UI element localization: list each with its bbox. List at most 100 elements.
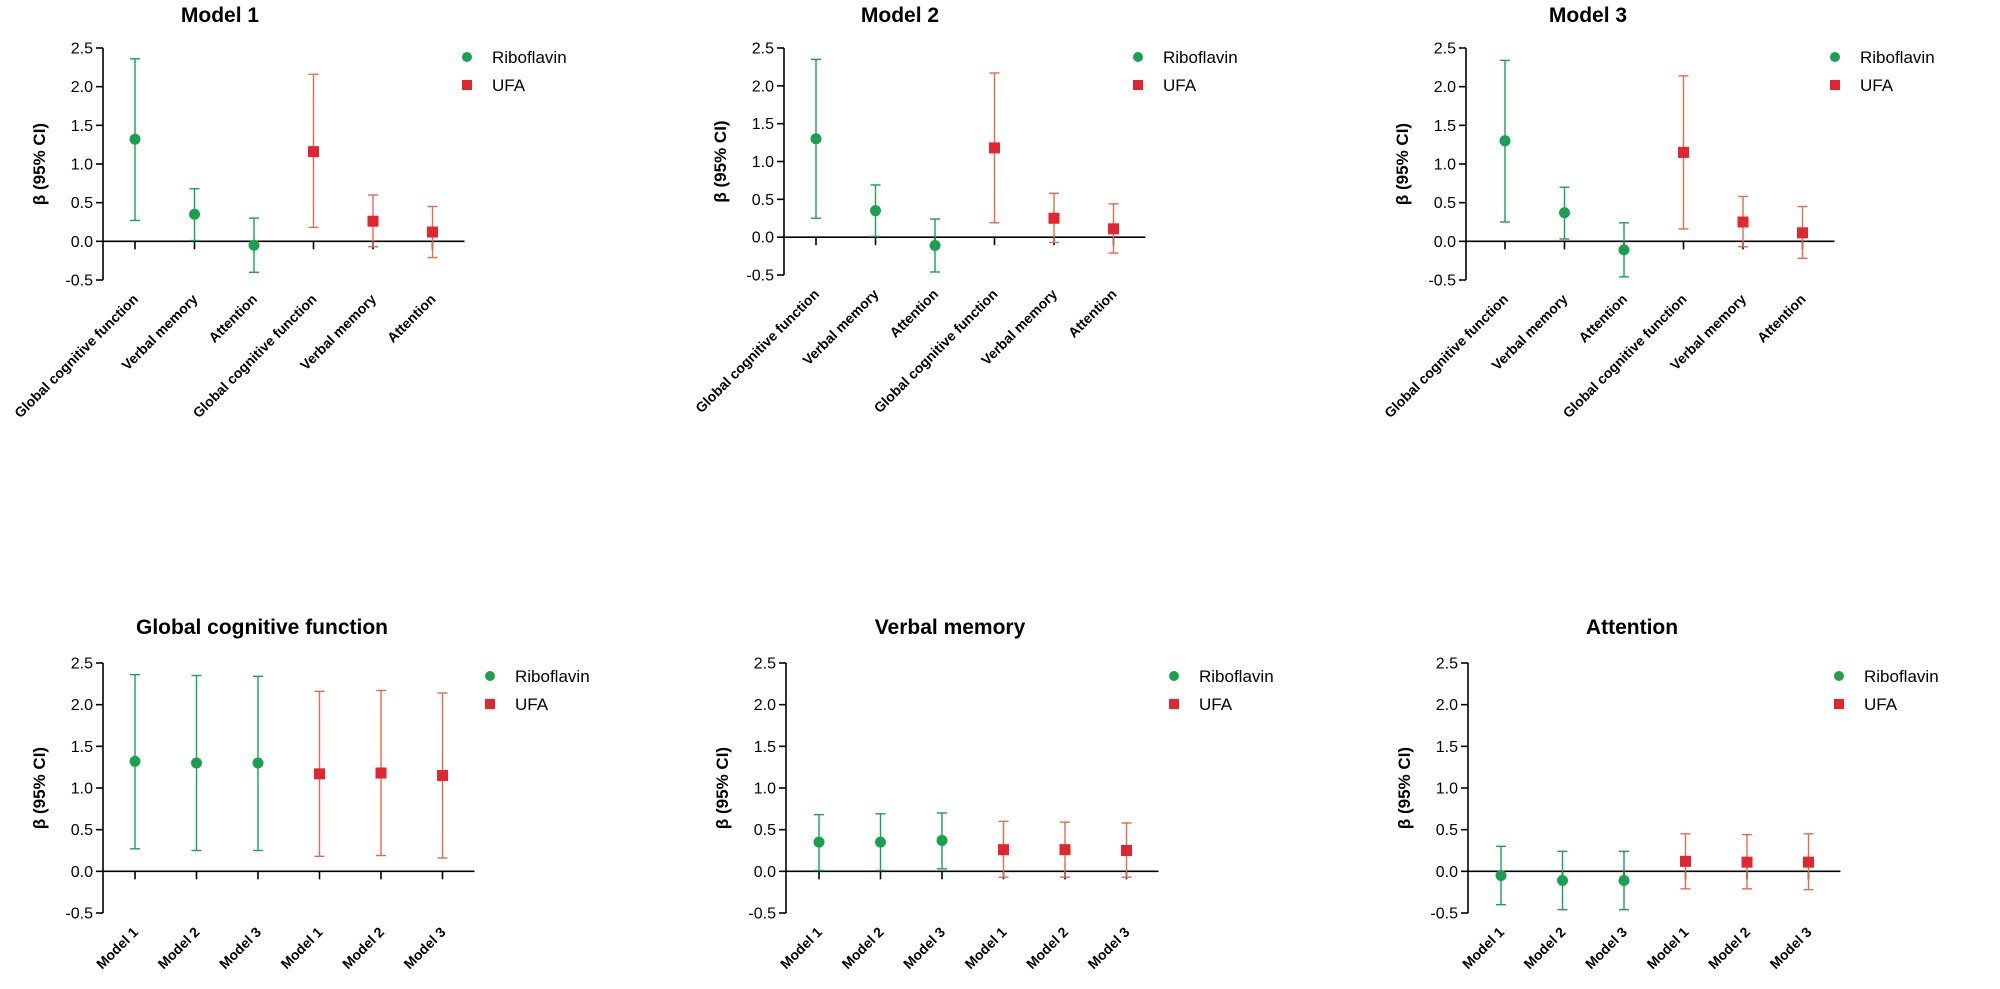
- y-tick-label: -0.5: [746, 268, 774, 285]
- y-tick-label: 1.5: [71, 739, 93, 756]
- data-point-ufa: [1797, 227, 1808, 239]
- legend-marker-riboflavin: [485, 671, 495, 681]
- y-tick-label: 2.0: [752, 78, 774, 95]
- chart-title: Verbal memory: [875, 616, 1026, 639]
- y-tick-label: 1.5: [1434, 118, 1456, 135]
- x-category-label: Model 2: [1023, 924, 1071, 972]
- y-axis-label: β (95% CI): [711, 120, 730, 202]
- y-tick-label: 2.0: [1436, 697, 1458, 714]
- legend-marker-riboflavin: [1133, 52, 1143, 62]
- legend-marker-ufa: [1133, 80, 1143, 90]
- chart-panel-6: Attention 2.5 2.0 1.5 1.0 0.5 0.0 -0.5 β (95% CI…: [1395, 616, 1939, 972]
- chart-title: Attention: [1586, 616, 1678, 639]
- y-tick-label: 2.5: [1436, 656, 1458, 673]
- y-tick-label: 1.5: [752, 116, 774, 133]
- x-category-label: Model 3: [400, 924, 448, 972]
- data-point-riboflavin: [129, 755, 141, 767]
- chart-title: Global cognitive function: [136, 616, 388, 639]
- chart-title: Model 1: [181, 4, 259, 27]
- legend-marker-riboflavin: [1830, 52, 1840, 62]
- x-category-label: Model 1: [93, 924, 141, 972]
- y-tick-label: 1.5: [1436, 739, 1458, 756]
- x-category-label: Global cognitive function: [11, 291, 141, 421]
- data-point-ufa: [1678, 146, 1689, 158]
- y-tick-label: 0.5: [71, 822, 93, 839]
- x-category-label: Model 1: [1459, 924, 1507, 972]
- x-category-label: Global cognitive function: [190, 291, 320, 421]
- x-category-label: Attention: [1754, 291, 1809, 346]
- x-category-label: Model 3: [216, 924, 264, 972]
- x-category-label: Model 2: [1705, 924, 1753, 972]
- data-point-ufa: [1803, 856, 1814, 868]
- data-point-ufa: [308, 146, 319, 158]
- legend-marker-ufa: [1834, 699, 1844, 709]
- y-tick-label: 1.0: [1434, 157, 1456, 174]
- y-tick-label: -0.5: [65, 906, 93, 923]
- y-tick-label: 2.0: [71, 79, 93, 96]
- y-tick-label: 1.0: [752, 154, 774, 171]
- chart-panel-1: Model 1 2.5 2.0 1.5 1.0 0.5 0.0 -0.5 β (95% CI) G…: [11, 4, 567, 421]
- y-tick-label: 0.0: [71, 234, 93, 251]
- chart-panel-5: Verbal memory 2.5 2.0 1.5 1.0 0.5 0.0 -0.5 β (95…: [713, 616, 1274, 972]
- data-point-riboflavin: [875, 836, 886, 848]
- x-category-label: Model 2: [838, 924, 886, 972]
- data-point-ufa: [1680, 855, 1691, 867]
- y-axis-label: β (95% CI): [30, 747, 49, 829]
- legend-label: UFA: [492, 76, 526, 95]
- x-category-label: Model 3: [1084, 924, 1132, 972]
- y-tick-label: 1.0: [71, 157, 93, 174]
- legend-label: UFA: [1199, 695, 1233, 714]
- chart-title: Model 2: [861, 4, 939, 27]
- y-tick-label: 2.0: [71, 697, 93, 714]
- x-category-label: Model 3: [1582, 924, 1630, 972]
- data-point-riboflavin: [1495, 870, 1507, 881]
- data-point-riboflavin: [1618, 244, 1630, 256]
- x-category-label: Model 1: [1643, 924, 1691, 972]
- y-tick-label: 0.0: [71, 864, 93, 881]
- y-tick-label: 2.0: [1434, 79, 1456, 96]
- y-tick-label: 0.5: [71, 195, 93, 212]
- legend-marker-riboflavin: [1834, 671, 1844, 681]
- data-point-riboflavin: [248, 239, 260, 251]
- data-point-ufa: [1048, 212, 1060, 224]
- legend-marker-ufa: [462, 80, 472, 90]
- data-point-ufa: [375, 767, 387, 779]
- data-point-riboflavin: [870, 205, 881, 217]
- data-point-riboflavin: [810, 133, 822, 145]
- data-point-riboflavin: [1618, 875, 1630, 886]
- x-category-label: Attention: [1575, 291, 1630, 346]
- x-category-label: Model 3: [900, 924, 948, 972]
- data-point-ufa: [314, 768, 325, 780]
- data-point-ufa: [989, 142, 1000, 154]
- x-category-label: Model 1: [777, 924, 825, 972]
- y-tick-label: 0.0: [754, 864, 776, 881]
- legend-label: Riboflavin: [1864, 667, 1939, 686]
- x-category-label: Model 2: [339, 924, 387, 972]
- legend-label: UFA: [1864, 695, 1898, 714]
- y-tick-label: 2.5: [71, 41, 93, 58]
- y-axis-label: β (95% CI): [1395, 747, 1414, 829]
- legend-marker-ufa: [485, 699, 495, 709]
- y-tick-label: 0.0: [1434, 234, 1456, 251]
- legend-label: UFA: [1163, 76, 1197, 95]
- y-tick-label: 2.0: [754, 697, 776, 714]
- data-point-ufa: [367, 215, 379, 227]
- y-tick-label: -0.5: [748, 906, 776, 923]
- legend-label: UFA: [1860, 76, 1894, 95]
- y-tick-label: 0.0: [752, 230, 774, 247]
- y-tick-label: 2.5: [752, 41, 774, 58]
- y-axis-label: β (95% CI): [1393, 123, 1412, 205]
- y-tick-label: 1.0: [71, 781, 93, 798]
- y-tick-label: 0.5: [754, 822, 776, 839]
- x-category-label: Global cognitive function: [1381, 291, 1511, 421]
- y-tick-label: 0.5: [1436, 822, 1458, 839]
- legend-marker-riboflavin: [462, 52, 472, 62]
- chart-title: Model 3: [1549, 4, 1627, 27]
- x-category-label: Model 2: [154, 924, 202, 972]
- x-category-label: Global cognitive function: [871, 286, 1001, 416]
- y-axis-label: β (95% CI): [713, 747, 732, 829]
- x-category-label: Model 1: [277, 924, 325, 972]
- data-point-riboflavin: [1559, 207, 1570, 219]
- x-category-label: Global cognitive function: [692, 286, 822, 416]
